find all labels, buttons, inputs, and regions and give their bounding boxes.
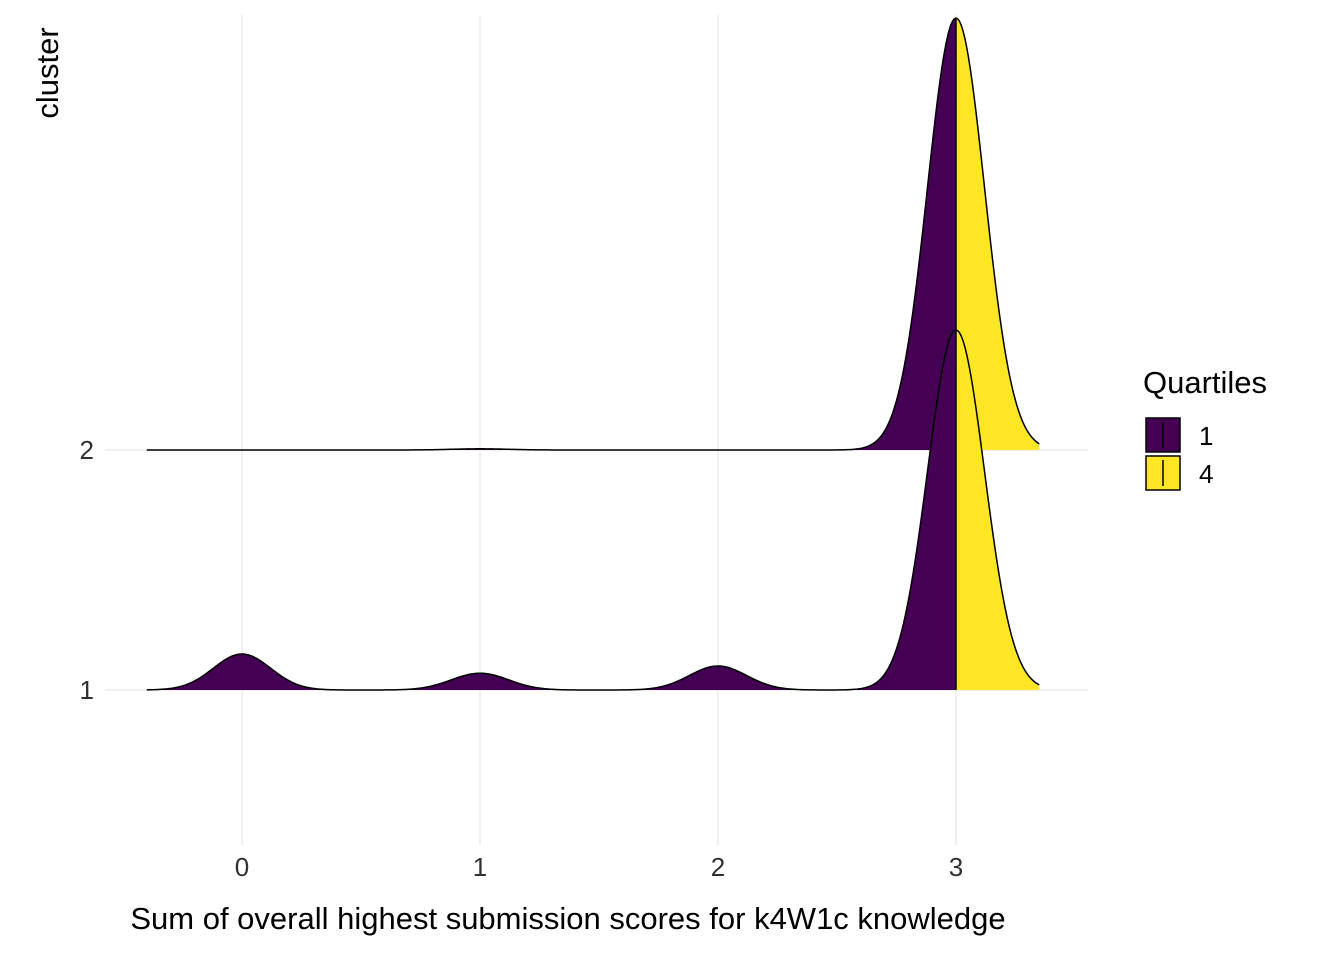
legend-title: Quartiles xyxy=(1143,365,1267,400)
ridge-area-cluster-2-quartile-4 xyxy=(956,18,1040,450)
x-tick-label: 0 xyxy=(235,852,249,882)
ridge-outline-cluster-2 xyxy=(146,17,1040,451)
y-tick-labels: 12 xyxy=(80,435,94,705)
x-axis-title: Sum of overall highest submission scores… xyxy=(130,901,1005,936)
legend-label: 1 xyxy=(1199,421,1213,451)
x-tick-label: 3 xyxy=(949,852,963,882)
ridge-outline-cluster-1 xyxy=(146,329,1040,691)
legend-keys: 14 xyxy=(1145,417,1213,491)
x-tick-label: 1 xyxy=(473,852,487,882)
y-axis-title: cluster xyxy=(30,27,65,118)
y-tick-label: 1 xyxy=(80,675,94,705)
legend: Quartiles 14 xyxy=(1143,365,1267,491)
ridge-area-cluster-1-quartile-4 xyxy=(956,330,1040,690)
legend-label: 4 xyxy=(1199,459,1213,489)
ridge-area-cluster-2-quartile-1 xyxy=(146,18,957,450)
ridges xyxy=(146,17,1040,691)
x-tick-label: 2 xyxy=(711,852,725,882)
x-tick-labels: 0 1 2 3 xyxy=(235,852,963,882)
y-tick-label: 2 xyxy=(80,435,94,465)
ridge-area-cluster-1-quartile-1 xyxy=(146,330,957,690)
